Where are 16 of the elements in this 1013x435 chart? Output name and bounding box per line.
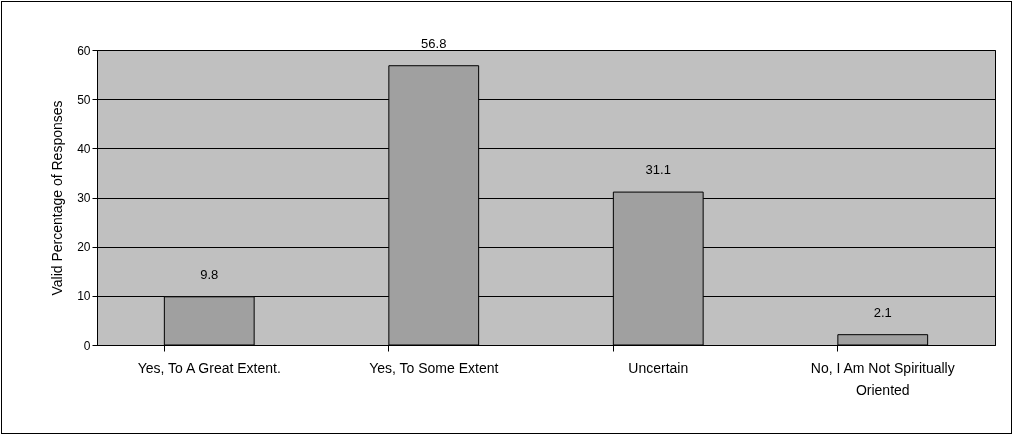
y-tick-label: 50 (77, 92, 91, 107)
y-tick-label: 10 (77, 289, 91, 304)
y-tick-label: 20 (77, 240, 91, 255)
y-axis-title: Valid Percentage of Responses (49, 100, 66, 296)
x-tick-label: Uncertain (628, 359, 689, 376)
x-tick-label: No, I Am Not Spiritually Oriented (810, 359, 955, 398)
y-tick-label: 40 (77, 141, 91, 156)
data-label: 56.8 (421, 35, 447, 51)
y-tick-label: 0 (83, 338, 91, 353)
y-tick-label: 60 (77, 43, 91, 58)
x-tick-label: Yes, To Some Extent (369, 359, 499, 376)
data-label: 2.1 (873, 304, 892, 320)
x-tick-label: Yes, To A Great Extent. (137, 359, 281, 376)
data-label: 9.8 (200, 266, 219, 282)
y-tick-label: 30 (77, 191, 91, 205)
data-label: 31.1 (645, 162, 671, 178)
